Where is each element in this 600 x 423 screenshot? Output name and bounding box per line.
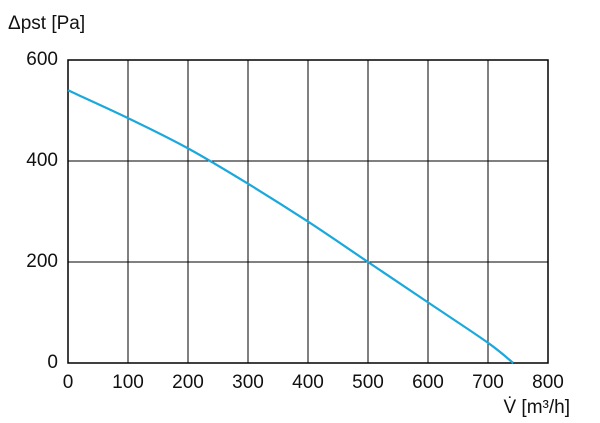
y-tick-label: 400 [26,150,58,171]
y-tick-label: 0 [47,352,58,373]
x-tick-label: 200 [172,372,204,393]
y-tick-label: 600 [26,49,58,70]
x-tick-label: 600 [412,372,444,393]
x-tick-label: 300 [232,372,264,393]
y-tick-label: 200 [26,251,58,272]
y-axis-title: Δpst [Pa] [8,13,85,34]
x-tick-label: 700 [472,372,504,393]
x-tick-label: 0 [63,372,74,393]
fan-curve [67,89,514,364]
x-tick-label: 100 [112,372,144,393]
x-tick-label: 800 [532,372,564,393]
x-tick-label: 400 [292,372,324,393]
x-axis-title: V̇ [m³/h] [503,397,570,418]
plot-frame [67,59,549,364]
x-tick-label: 500 [352,372,384,393]
